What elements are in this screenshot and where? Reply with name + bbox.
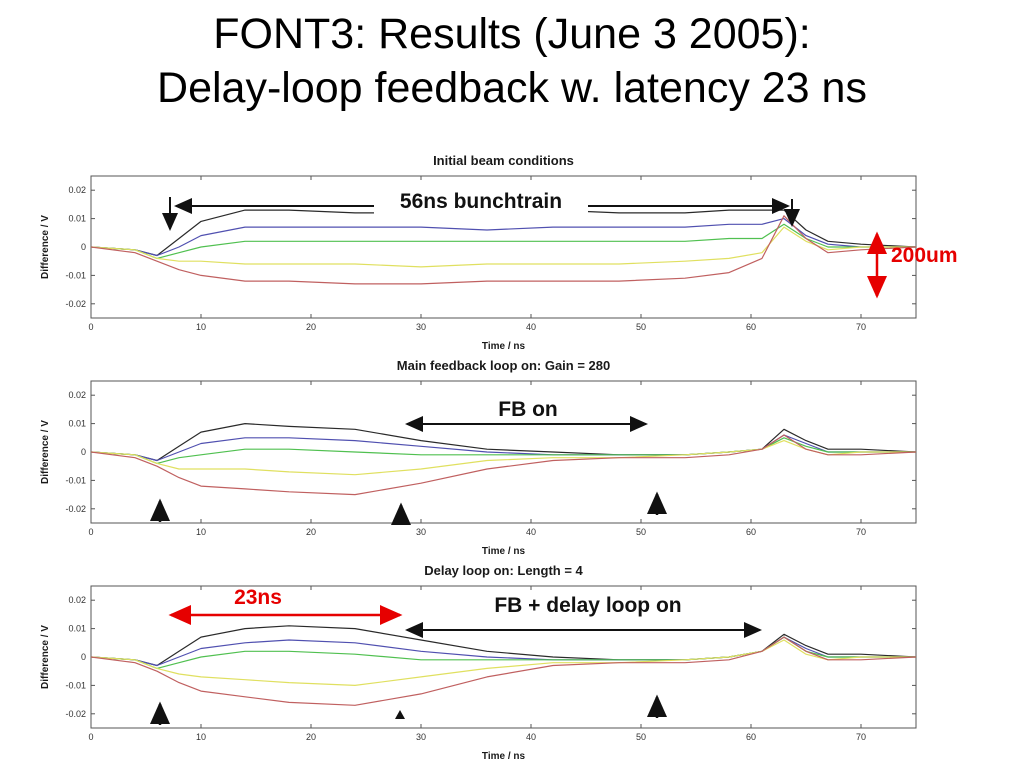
series-trace-red [90, 215, 917, 285]
chart-delay-loop: Delay loop on: Length = 4 0 10 20 30 40 50 60 70… [36, 560, 936, 765]
x-tick-label: 0 [88, 322, 93, 332]
y-tick-label: 0.01 [68, 624, 86, 634]
chart-title: Main feedback loop on: Gain = 280 [397, 358, 610, 373]
x-tick-label: 70 [856, 732, 866, 742]
fb-delay-annotation: FB + delay loop on [494, 594, 682, 617]
chart-svg: Delay loop on: Length = 4 0 10 20 30 40 50 60 70… [40, 563, 917, 762]
series-trace-black [90, 422, 917, 462]
series-trace-blue [90, 636, 916, 667]
beam-size-annotation: 200um [891, 244, 958, 267]
y-tick-label: -0.02 [65, 504, 86, 514]
x-tick-label: 20 [306, 732, 316, 742]
slide-title-line1: FONT3: Results (June 3 2005): [213, 10, 811, 58]
y-tick-label: -0.02 [65, 709, 86, 719]
y-tick-label: 0.01 [68, 214, 86, 224]
chart-svg: Initial beam conditions 0 10 20 30 40 50 60 70 -0… [40, 153, 917, 352]
x-axis-label: Time / ns [482, 751, 526, 762]
series-trace-green [90, 437, 916, 465]
chart-initial-beam-conditions: Initial beam conditions 0 10 20 30 40 50 60 70 -0… [36, 150, 936, 355]
x-tick-label: 40 [526, 322, 536, 332]
series-trace-yellow [90, 439, 916, 476]
series-trace-black [90, 625, 917, 667]
slide-title-line2: Delay-loop feedback w. latency 23 ns [157, 63, 867, 112]
y-tick-label: 0.02 [68, 185, 86, 195]
chart-main-feedback-loop: Main feedback loop on: Gain = 280 0 10 20 30… [36, 355, 936, 560]
series-trace-blue [90, 217, 916, 257]
x-tick-label: 40 [526, 527, 536, 537]
series-trace-yellow [90, 639, 916, 687]
series-trace-red [90, 434, 917, 496]
x-tick-label: 50 [636, 732, 646, 742]
x-tick-label: 40 [526, 732, 536, 742]
x-tick-label: 20 [306, 527, 316, 537]
y-tick-label: 0.02 [68, 595, 86, 605]
bunchtrain-annotation: 56ns bunchtrain [374, 190, 588, 214]
x-tick-label: 30 [416, 527, 426, 537]
x-tick-label: 30 [416, 322, 426, 332]
x-tick-label: 30 [416, 732, 426, 742]
chart-title: Initial beam conditions [433, 153, 574, 168]
series-trace-yellow [90, 226, 916, 268]
chart-title: Delay loop on: Length = 4 [424, 563, 583, 578]
x-tick-label: 60 [746, 322, 756, 332]
x-tick-label: 70 [856, 527, 866, 537]
y-axis-label: Difference / V [40, 420, 51, 484]
y-tick-label: 0 [81, 242, 86, 252]
x-axis-label: Time / ns [482, 546, 526, 557]
series-trace-red [90, 636, 917, 706]
y-axis-label: Difference / V [40, 215, 51, 279]
delay-ns-annotation: 23ns [234, 586, 282, 609]
y-axis-label: Difference / V [40, 625, 51, 689]
y-tick-label: 0.01 [68, 419, 86, 429]
x-tick-label: 10 [196, 732, 206, 742]
chart-svg: Main feedback loop on: Gain = 280 0 10 20 30… [40, 358, 917, 557]
x-axis-label: Time / ns [482, 341, 526, 352]
slide-title: FONT3: Results (June 3 2005): Delay-loop… [0, 8, 1024, 116]
x-tick-label: 0 [88, 527, 93, 537]
series-trace-green [90, 223, 916, 260]
x-tick-label: 70 [856, 322, 866, 332]
y-tick-label: -0.01 [65, 475, 86, 485]
fb-on-annotation: FB on [498, 398, 558, 421]
x-tick-label: 10 [196, 322, 206, 332]
x-tick-label: 60 [746, 527, 756, 537]
x-tick-label: 50 [636, 322, 646, 332]
y-tick-label: 0 [81, 447, 86, 457]
y-tick-label: -0.01 [65, 680, 86, 690]
x-tick-label: 20 [306, 322, 316, 332]
x-tick-label: 50 [636, 527, 646, 537]
x-tick-label: 10 [196, 527, 206, 537]
series-trace-blue [90, 434, 916, 462]
x-tick-label: 0 [88, 732, 93, 742]
y-tick-label: -0.01 [65, 270, 86, 280]
y-tick-label: 0.02 [68, 390, 86, 400]
y-tick-label: -0.02 [65, 299, 86, 309]
x-tick-label: 60 [746, 732, 756, 742]
y-tick-label: 0 [81, 652, 86, 662]
